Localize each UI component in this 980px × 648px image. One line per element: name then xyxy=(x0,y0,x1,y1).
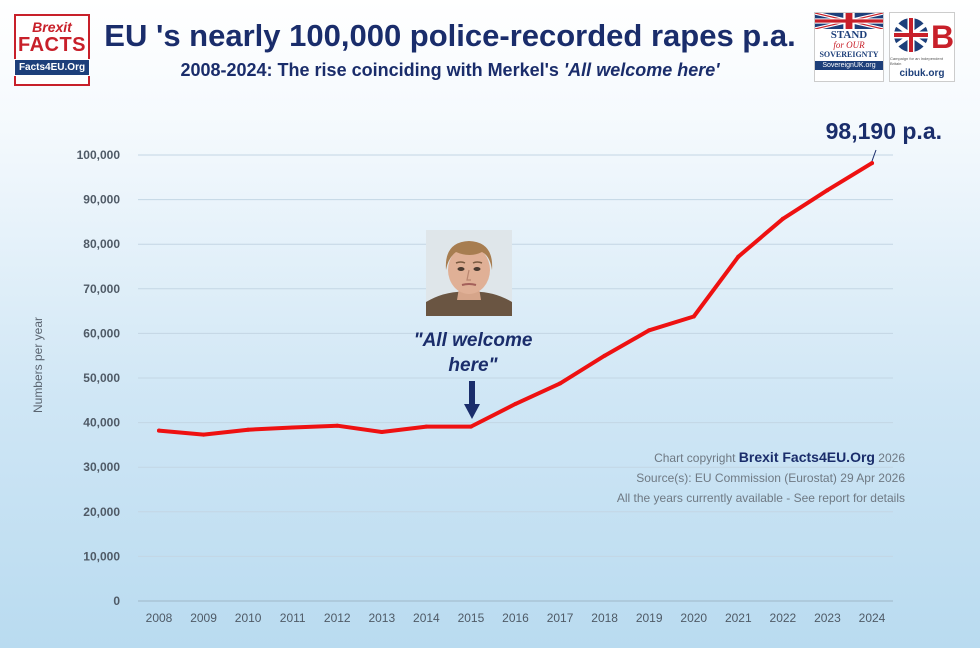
end-value-label: 98,190 p.a. xyxy=(825,118,942,144)
x-tick-label: 2011 xyxy=(280,611,306,625)
data-point xyxy=(780,216,785,221)
cib-url: cibuk.org xyxy=(899,68,945,79)
x-tick-label: 2018 xyxy=(591,611,618,625)
x-tick-label: 2019 xyxy=(636,611,663,625)
data-point xyxy=(691,314,696,319)
x-tick-label: 2023 xyxy=(814,611,841,625)
source-line: Source(s): EU Commission (Eurostat) 29 A… xyxy=(636,471,905,485)
y-axis-label-wrap: Numbers per year xyxy=(8,300,68,430)
chart-title: EU 's nearly 100,000 police-recorded rap… xyxy=(104,18,796,53)
cib-logo: B Campaign for an Independent Britain ci… xyxy=(889,12,955,82)
copyright-block: Chart copyright Brexit Facts4EU.Org 2026… xyxy=(520,447,905,508)
x-tick-label: 2012 xyxy=(324,611,351,625)
x-tick-label: 2009 xyxy=(190,611,217,625)
y-tick-label: 0 xyxy=(113,594,120,608)
brexit-facts-logo: Brexit FACTS Facts4EU.Org xyxy=(13,14,91,86)
data-point xyxy=(290,425,295,430)
x-tick-label: 2015 xyxy=(458,611,485,625)
x-tick-label: 2008 xyxy=(146,611,173,625)
x-tick-label: 2020 xyxy=(680,611,707,625)
x-tick-label: 2017 xyxy=(547,611,574,625)
svg-text:B: B xyxy=(931,19,953,55)
stand-text-url: SovereignUK.org xyxy=(815,61,883,70)
y-tick-label: 20,000 xyxy=(83,505,120,519)
note-line: All the years currently available - See … xyxy=(616,491,905,505)
stand-text-1: STAND xyxy=(830,29,868,41)
annotation-quote: "All welcome here" xyxy=(413,330,533,376)
logo-text-brexit: Brexit xyxy=(32,19,72,35)
cib-tagline: Campaign for an Independent Britain xyxy=(890,56,943,66)
copyright-brand: Brexit Facts4EU.Org xyxy=(738,449,875,465)
x-tick-label: 2016 xyxy=(502,611,529,625)
data-point xyxy=(424,424,429,429)
down-arrow-icon xyxy=(464,381,480,419)
x-tick-label: 2024 xyxy=(859,611,886,625)
end-label-leader xyxy=(871,149,877,162)
copyright-prefix: Chart copyright xyxy=(654,451,739,465)
data-point xyxy=(513,401,518,406)
x-tick-label: 2014 xyxy=(413,611,440,625)
y-tick-label: 80,000 xyxy=(83,237,120,251)
y-tick-label: 40,000 xyxy=(83,416,120,430)
y-tick-label: 50,000 xyxy=(83,371,120,385)
cib-mark-icon: B xyxy=(894,18,953,55)
x-tick-label: 2010 xyxy=(235,611,262,625)
y-tick-label: 90,000 xyxy=(83,193,120,207)
x-tick-label: 2013 xyxy=(368,611,395,625)
stand-sovereignty-logo: STAND for OUR SOVEREIGNTY SovereignUK.or… xyxy=(814,12,884,82)
y-tick-label: 100,000 xyxy=(77,148,121,162)
data-point xyxy=(558,381,563,386)
x-tick-label: 2022 xyxy=(770,611,797,625)
data-point xyxy=(468,424,473,429)
y-tick-label: 70,000 xyxy=(83,282,120,296)
stand-text-3: SOVEREIGNTY xyxy=(819,50,879,59)
stand-text-2: for OUR xyxy=(833,40,865,50)
portrait-image xyxy=(426,230,512,316)
y-axis-label: Numbers per year xyxy=(31,316,46,414)
x-tick-label: 2021 xyxy=(725,611,752,625)
data-point xyxy=(647,328,652,333)
logo-text-url: Facts4EU.Org xyxy=(13,59,91,76)
data-point xyxy=(825,188,830,193)
y-tick-label: 10,000 xyxy=(83,549,120,563)
data-point xyxy=(870,161,874,166)
copyright-year: 2026 xyxy=(874,451,905,465)
y-tick-label: 30,000 xyxy=(83,460,120,474)
merkel-photo xyxy=(426,230,512,316)
data-point xyxy=(602,353,607,358)
series-line xyxy=(157,161,874,437)
data-point xyxy=(246,427,251,432)
subtitle-main: 2008-2024: The rise coinciding with Merk… xyxy=(180,60,564,80)
data-point xyxy=(379,429,384,434)
data-point xyxy=(335,423,340,428)
data-point xyxy=(157,428,161,433)
y-tick-label: 60,000 xyxy=(83,326,120,340)
copyright-line: Chart copyright Brexit Facts4EU.Org 2026 xyxy=(520,447,905,468)
data-point xyxy=(736,254,741,259)
chart-subtitle: 2008-2024: The rise coinciding with Merk… xyxy=(100,60,800,81)
union-flag-icon xyxy=(815,13,883,29)
data-point xyxy=(201,432,206,437)
subtitle-quote: 'All welcome here' xyxy=(563,60,720,80)
logo-text-facts: FACTS xyxy=(17,34,87,56)
